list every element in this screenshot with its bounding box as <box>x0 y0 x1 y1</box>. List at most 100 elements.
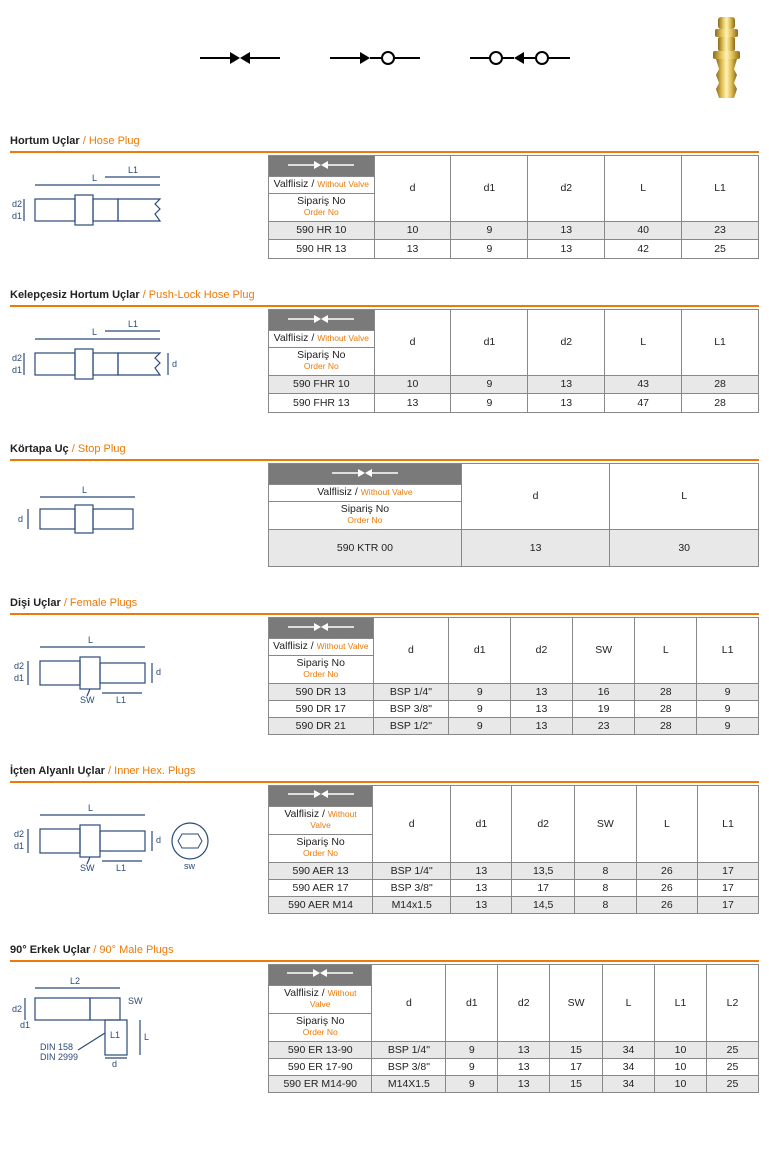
cell: 13 <box>461 529 610 566</box>
title-en: / Stop Plug <box>72 443 126 455</box>
svg-text:d2: d2 <box>14 829 24 839</box>
svg-text:d1: d1 <box>12 211 22 221</box>
hdr-valf: Valflisiz / Without Valve <box>269 639 374 656</box>
cell: 13 <box>528 221 605 240</box>
order-no: 590 AER M14 <box>269 896 373 913</box>
svg-text:d1: d1 <box>20 1020 30 1030</box>
cell: 9 <box>449 683 511 700</box>
hdr-symbol <box>269 156 375 177</box>
title-en: / Female Plugs <box>64 597 137 609</box>
section-title: Körtapa Uç / Stop Plug <box>10 443 759 455</box>
col-d1: d1 <box>451 156 528 222</box>
table-row: 590 HR 10109134023 <box>269 221 759 240</box>
cell: 16 <box>572 683 635 700</box>
order-no: 590 AER 13 <box>269 862 373 879</box>
cell: 25 <box>682 240 759 259</box>
cell: 9 <box>451 221 528 240</box>
title-tr: 90° Erkek Uçlar <box>10 944 90 956</box>
technical-drawing: LL1d2d1 <box>10 159 230 259</box>
col-L: L <box>610 464 759 530</box>
flow-symbol-1 <box>200 48 280 68</box>
spec-table: dd1d2SWLL1Valflisiz / Without ValveSipar… <box>268 785 759 914</box>
technical-drawing: LL1d2d1dSW <box>10 621 230 721</box>
spec-table: dd1d2SWLL1Valflisiz / Without ValveSipar… <box>268 617 759 735</box>
cell: 34 <box>603 1059 655 1076</box>
section-divider <box>10 781 759 783</box>
col-SW: SW <box>574 785 636 862</box>
title-en: / Inner Hex. Plugs <box>108 765 195 777</box>
col-d: d <box>374 156 451 222</box>
cell: 9 <box>446 1059 498 1076</box>
cell: 13,5 <box>512 862 575 879</box>
cell: M14X1.5 <box>372 1076 446 1093</box>
cell: 28 <box>682 375 759 394</box>
svg-text:L2: L2 <box>70 976 80 986</box>
cell: 13 <box>498 1076 550 1093</box>
section-title: Hortum Uçlar / Hose Plug <box>10 135 759 147</box>
hdr-symbol <box>269 310 375 331</box>
cell: 25 <box>706 1059 758 1076</box>
cell: 15 <box>550 1076 603 1093</box>
cell: 26 <box>636 862 697 879</box>
col-d2: d2 <box>528 310 605 376</box>
cell: 26 <box>636 879 697 896</box>
cell: 17 <box>697 862 758 879</box>
cell: BSP 3/8" <box>373 700 449 717</box>
order-no: 590 ER 13-90 <box>269 1042 372 1059</box>
hdr-symbol <box>269 464 462 485</box>
table-row: 590 AER 13BSP 1/4"1313,582617 <box>269 862 759 879</box>
order-no: 590 FHR 13 <box>269 394 375 413</box>
svg-text:sw: sw <box>184 861 196 871</box>
hdr-order: Sipariş NoOrder No <box>269 1013 372 1041</box>
section-title: Kelepçesiz Hortum Uçlar / Push-Lock Hose… <box>10 289 759 301</box>
col-d: d <box>373 618 449 684</box>
cell: 26 <box>636 896 697 913</box>
section-title: Dişi Uçlar / Female Plugs <box>10 597 759 609</box>
cell: 8 <box>574 896 636 913</box>
col-L: L <box>603 964 655 1041</box>
cell: 13 <box>511 717 573 734</box>
cell: 17 <box>697 879 758 896</box>
cell: BSP 1/4" <box>372 1042 446 1059</box>
cell: 14,5 <box>512 896 575 913</box>
technical-drawing: LL1d2d1d <box>10 313 230 413</box>
cell: 9 <box>446 1042 498 1059</box>
svg-text:L: L <box>88 803 93 813</box>
order-no: 590 KTR 00 <box>269 529 462 566</box>
col-L: L <box>636 785 697 862</box>
svg-text:d2: d2 <box>12 1004 22 1014</box>
hdr-order: Sipariş NoOrder No <box>269 347 375 375</box>
svg-text:L1: L1 <box>128 319 138 329</box>
cell: 13 <box>528 394 605 413</box>
hdr-symbol <box>269 785 373 806</box>
col-L: L <box>605 156 682 222</box>
svg-text:d: d <box>172 359 177 369</box>
cell: 10 <box>655 1059 707 1076</box>
order-no: 590 ER M14-90 <box>269 1076 372 1093</box>
svg-text:d2: d2 <box>14 661 24 671</box>
col-d2: d2 <box>511 618 573 684</box>
cell: M14x1.5 <box>373 896 451 913</box>
flow-symbol-2 <box>330 48 420 68</box>
cell: 10 <box>374 221 451 240</box>
cell: 25 <box>706 1076 758 1093</box>
section-divider <box>10 151 759 153</box>
table-row: 590 FHR 13139134728 <box>269 394 759 413</box>
cell: 13 <box>498 1059 550 1076</box>
cell: 17 <box>550 1059 603 1076</box>
col-L1: L1 <box>682 156 759 222</box>
section-title: 90° Erkek Uçlar / 90° Male Plugs <box>10 944 759 956</box>
top-symbol-bar <box>10 10 759 105</box>
title-en: / Push-Lock Hose Plug <box>143 289 255 301</box>
col-d: d <box>461 464 610 530</box>
table-row: 590 ER 13-90BSP 1/4"91315341025 <box>269 1042 759 1059</box>
table-row: 590 FHR 10109134328 <box>269 375 759 394</box>
cell: 13 <box>451 879 512 896</box>
section-divider <box>10 613 759 615</box>
table-row: 590 DR 13BSP 1/4"91316289 <box>269 683 759 700</box>
svg-text:d2: d2 <box>12 353 22 363</box>
col-L: L <box>635 618 697 684</box>
cell: BSP 3/8" <box>372 1059 446 1076</box>
col-L1: L1 <box>682 310 759 376</box>
svg-text:SW: SW <box>80 695 95 705</box>
